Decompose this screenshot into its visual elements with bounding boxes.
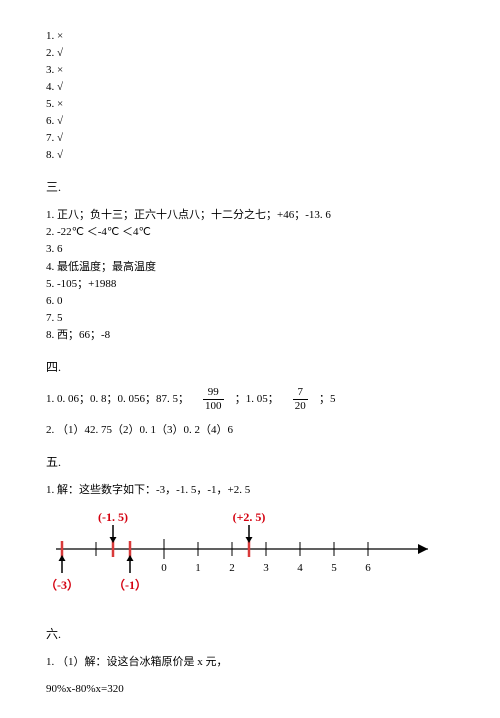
section-4-list: 1. 0. 06；0. 8；0. 056；87. 5； 99 100 ；1. 0… <box>46 387 454 439</box>
q2-4: 4. √ <box>46 79 454 96</box>
q2-6: 6. √ <box>46 113 454 130</box>
svg-text:(-1. 5): (-1. 5) <box>98 510 128 524</box>
q2-1: 1. × <box>46 28 454 45</box>
svg-text:（-3）: （-3） <box>45 577 79 592</box>
q6-1b: 90%x-80%x=320 <box>46 681 454 698</box>
q2-3: 3. × <box>46 62 454 79</box>
q6-1: 1. （1）解：设这台冰箱原价是 x 元， <box>46 654 454 671</box>
q2-8: 8. √ <box>46 147 454 164</box>
page-root: 1. × 2. √ 3. × 4. √ 5. × 6. √ 7. √ 8. √ … <box>0 0 500 718</box>
q4-1: 1. 0. 06；0. 8；0. 056；87. 5； 99 100 ；1. 0… <box>46 387 454 412</box>
q2-2: 2. √ <box>46 45 454 62</box>
q3-4: 4. 最低温度；最高温度 <box>46 259 454 276</box>
q3-7: 7. 5 <box>46 310 454 327</box>
q4-1-b: ；1. 05； <box>235 393 279 405</box>
section-5-header: 五. <box>46 453 454 470</box>
frac-den: 20 <box>293 401 308 412</box>
svg-text:6: 6 <box>365 562 371 574</box>
svg-text:1: 1 <box>195 562 201 574</box>
q5-1: 1. 解：这些数字如下：-3，-1. 5，-1，+2. 5 <box>46 482 454 499</box>
svg-text:4: 4 <box>297 562 303 574</box>
section-6-list: 1. （1）解：设这台冰箱原价是 x 元， 90%x-80%x=320 <box>46 654 454 698</box>
q2-5: 5. × <box>46 96 454 113</box>
section-6-header: 六. <box>46 625 454 642</box>
q4-1-c: ；5 <box>319 393 336 405</box>
q3-1: 1. 正八；负十三；正六十八点八；十二分之七；+46；-13. 6 <box>46 207 454 224</box>
q3-2: 2. -22℃ ＜-4℃ ＜4℃ <box>46 224 454 241</box>
q4-1-a: 1. 0. 06；0. 8；0. 056；87. 5； <box>46 393 189 405</box>
svg-text:（-1）: （-1） <box>113 577 147 592</box>
q3-6: 6. 0 <box>46 293 454 310</box>
frac-num: 7 <box>293 387 308 398</box>
q3-5: 5. -105；+1988 <box>46 276 454 293</box>
svg-text:5: 5 <box>331 562 337 574</box>
svg-text:3: 3 <box>263 562 269 574</box>
section-4-header: 四. <box>46 358 454 375</box>
q2-7: 7. √ <box>46 130 454 147</box>
section-3-list: 1. 正八；负十三；正六十八点八；十二分之七；+46；-13. 6 2. -22… <box>46 207 454 343</box>
section-2-list: 1. × 2. √ 3. × 4. √ 5. × 6. √ 7. √ 8. √ <box>46 28 454 164</box>
number-line-figure: 0 1 2 3 4 5 6 (-1. 5) (+2. 5) （-3） （-1） <box>42 507 454 603</box>
frac-den: 100 <box>203 401 224 412</box>
section-3-header: 三. <box>46 178 454 195</box>
frac-num: 99 <box>203 387 224 398</box>
number-line-svg: 0 1 2 3 4 5 6 (-1. 5) (+2. 5) （-3） （-1） <box>42 507 442 603</box>
svg-text:2: 2 <box>229 562 235 574</box>
fraction-99-100: 99 100 <box>203 387 224 412</box>
q3-3: 3. 6 <box>46 241 454 258</box>
svg-text:(+2. 5): (+2. 5) <box>233 510 266 524</box>
svg-text:0: 0 <box>161 562 167 574</box>
q3-8: 8. 西；66；-8 <box>46 327 454 344</box>
q4-2: 2. （1）42. 75（2）0. 1（3）0. 2（4）6 <box>46 422 454 439</box>
fraction-7-20: 7 20 <box>293 387 308 412</box>
